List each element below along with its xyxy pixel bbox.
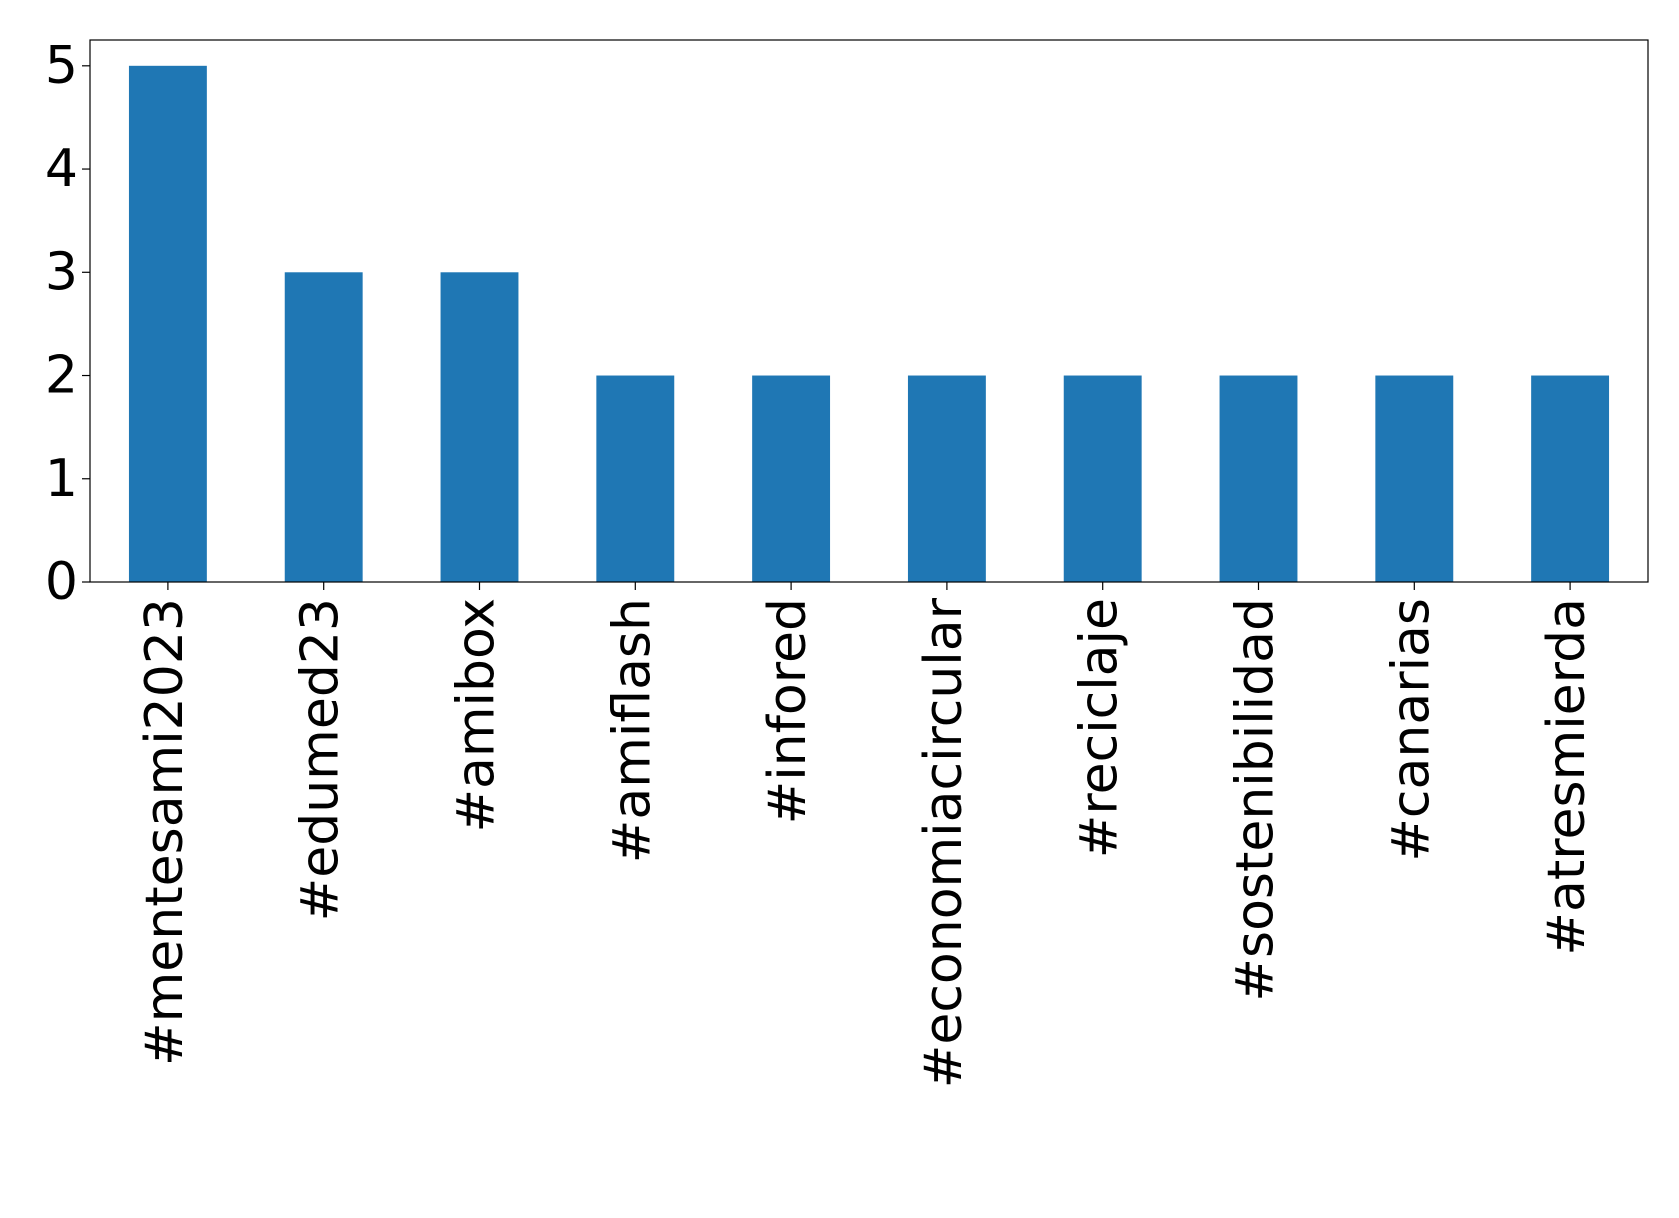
bar	[596, 375, 675, 582]
bar	[128, 65, 207, 583]
x-tick-label: #infored	[758, 598, 818, 824]
x-tick-label: #canarias	[1381, 598, 1441, 862]
x-tick-label: #mentesami2023	[135, 598, 195, 1066]
x-tick-label: #sostenibilidad	[1226, 598, 1286, 1002]
y-tick-label: 2	[45, 346, 78, 406]
x-tick-label: #amibox	[447, 598, 507, 833]
bar	[1219, 375, 1298, 582]
x-tick-label: #reciclaje	[1070, 598, 1130, 858]
bar	[1063, 375, 1142, 582]
x-tick-label: #amiflash	[602, 598, 662, 863]
y-tick-label: 3	[45, 242, 78, 302]
y-tick-label: 5	[45, 36, 78, 96]
x-tick-label: #atresmierda	[1537, 598, 1597, 956]
bar	[1531, 375, 1610, 582]
x-tick-label: #economiacircular	[914, 597, 974, 1088]
plot-frame	[89, 39, 1649, 583]
y-tick-label: 0	[45, 552, 78, 612]
y-tick-label: 1	[45, 449, 78, 509]
y-tick-label: 4	[45, 139, 78, 199]
x-tick-label: #edumed23	[291, 598, 351, 921]
bar	[752, 375, 831, 582]
bar	[440, 272, 519, 582]
bar	[284, 272, 363, 582]
bar	[907, 375, 986, 582]
bar	[1375, 375, 1454, 582]
